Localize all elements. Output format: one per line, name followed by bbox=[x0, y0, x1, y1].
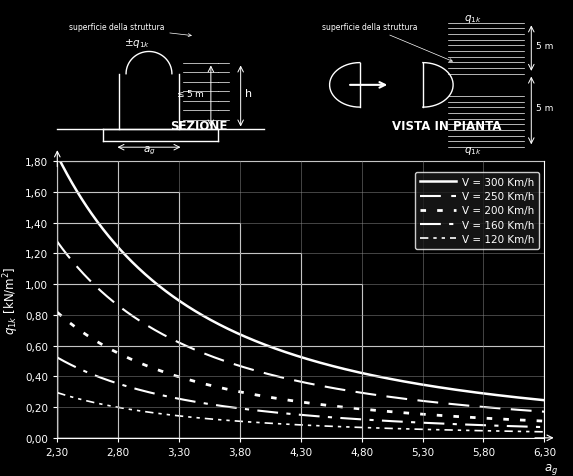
Text: $a_g$: $a_g$ bbox=[544, 461, 559, 476]
Text: h: h bbox=[245, 89, 252, 99]
Text: $\leq$5 m: $\leq$5 m bbox=[175, 88, 205, 99]
Y-axis label: $q_{1k}\ [\mathrm{kN/m^2}]$: $q_{1k}\ [\mathrm{kN/m^2}]$ bbox=[1, 266, 21, 334]
Text: SEZIONE: SEZIONE bbox=[170, 119, 227, 132]
Bar bbox=[57, 223, 240, 438]
Text: superficie della struttura: superficie della struttura bbox=[322, 23, 452, 62]
Text: 5 m: 5 m bbox=[536, 104, 554, 113]
Text: superficie della struttura: superficie della struttura bbox=[69, 23, 191, 38]
Text: $q_{1k}$: $q_{1k}$ bbox=[465, 144, 482, 156]
Bar bbox=[57, 192, 179, 438]
Text: $\pm q_{1k}$: $\pm q_{1k}$ bbox=[124, 37, 151, 50]
Bar bbox=[57, 254, 301, 438]
Text: $q_{1k}$: $q_{1k}$ bbox=[465, 13, 482, 25]
Bar bbox=[57, 285, 362, 438]
Bar bbox=[57, 162, 118, 438]
Text: $a_g$: $a_g$ bbox=[143, 145, 155, 157]
Bar bbox=[57, 346, 544, 438]
Text: VISTA IN PIANTA: VISTA IN PIANTA bbox=[392, 119, 502, 132]
Text: 5 m: 5 m bbox=[536, 42, 554, 51]
Legend: V = 300 Km/h, V = 250 Km/h, V = 200 Km/h, V = 160 Km/h, V = 120 Km/h: V = 300 Km/h, V = 250 Km/h, V = 200 Km/h… bbox=[415, 173, 539, 249]
